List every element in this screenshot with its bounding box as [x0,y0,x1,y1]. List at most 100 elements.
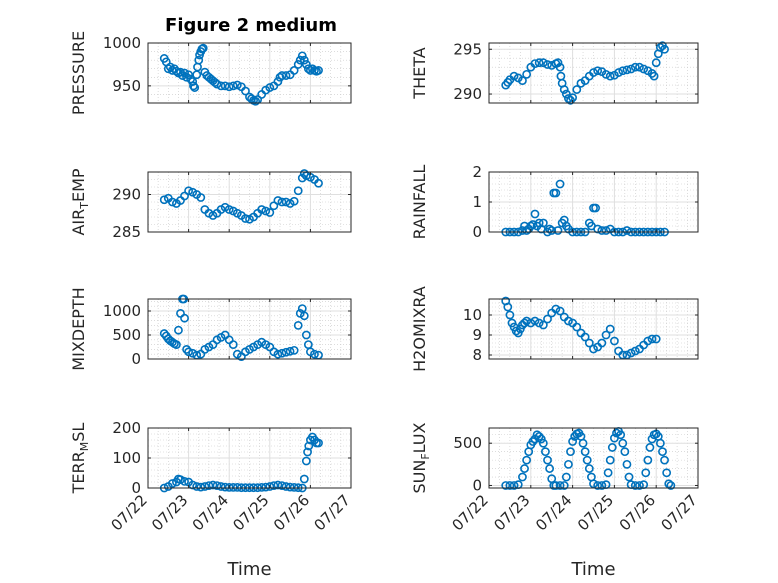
data-point [511,326,521,336]
data-point [224,482,234,492]
data-point [299,311,309,321]
data-point [582,455,592,465]
data-point [538,218,548,228]
data-point [655,438,665,448]
data-point [605,455,615,465]
series-pressure [159,43,323,106]
data-point [580,447,590,457]
minor-grid-h2omixra [488,298,699,360]
data-point [194,55,204,65]
data-point [538,58,548,68]
figure-title: Figure 2 medium [165,15,337,36]
data-point [543,60,552,69]
ylabel-theta: THETA [410,47,429,99]
ylabel-sun-flux: SUNFLUX [410,422,432,493]
data-point [314,66,323,75]
data-point [251,96,260,106]
data-point [591,203,600,213]
data-point [220,81,230,91]
data-point [530,316,540,326]
data-point [522,316,532,326]
data-point [551,481,561,490]
data-point [301,456,311,466]
ylabel-part: SL [69,423,88,442]
data-point [241,86,250,96]
y-tick-label: 100 [112,449,141,467]
ylabel-part: RAINFALL [410,165,429,240]
minor-grid-mixdepth [147,299,352,360]
y-tick-label: 500 [453,434,482,452]
data-point [572,322,582,332]
subplot-theta: 290 295 THETA [410,40,699,105]
data-point [664,479,674,489]
axes-box-mixdepth [147,298,352,360]
data-point [658,447,667,457]
data-point [184,186,193,196]
data-point [257,205,267,214]
y-tick-label: 285 [112,223,141,241]
y-tick-label: 295 [453,40,482,58]
data-point [277,71,287,80]
data-point [603,468,613,478]
series-terr-msl [159,432,323,493]
data-point [607,443,617,452]
data-point [261,206,271,216]
ylabel-part: H2OMIXRA [410,286,429,372]
data-point [553,58,563,68]
data-point [273,196,283,205]
data-point [522,455,532,465]
data-point [601,69,611,79]
ylabel-subscript: F [419,453,432,459]
data-point [299,169,309,178]
data-point [310,349,319,359]
series-air-temp [159,169,323,224]
ylabel-subscript: M [78,442,91,452]
data-point [204,481,214,490]
data-point [228,81,238,91]
data-point [555,306,565,316]
ylabel-subscript: T [78,202,91,210]
axes-box-h2omixra [488,298,699,360]
data-point [555,179,565,189]
data-point [622,65,632,75]
data-point [501,481,511,490]
data-point [216,482,226,491]
ylabel-part: SUN [410,460,429,494]
data-point [543,455,552,465]
y-tick-label: 2 [472,163,482,181]
data-point [651,334,661,344]
data-point [559,481,569,490]
data-point [257,482,267,492]
data-point [566,447,575,457]
y-tick-label: 1000 [103,302,141,320]
data-point [285,482,295,492]
data-point [589,479,598,489]
data-point [304,441,314,451]
data-point [551,188,561,198]
data-point [509,71,519,81]
data-point [551,304,561,314]
data-point [536,434,546,444]
y-tick-label: 0 [472,223,482,241]
y-tick-label: 290 [112,186,141,204]
data-point [198,43,208,53]
data-point [538,438,548,448]
y-tick-label: 1 [472,193,482,211]
data-point [593,224,603,234]
ylabel-mixdepth: MIXDEPTH [69,287,88,370]
data-point [196,193,206,202]
subplot-air-temp: 285 290 AIRTEMP [69,168,352,241]
data-point [224,82,234,92]
data-point [624,472,634,482]
data-point [597,481,607,490]
data-point [182,344,191,354]
data-point [167,479,177,488]
data-point [555,62,565,72]
data-point [293,60,303,69]
subplot-h2omixra: 8 9 10 H2OMIXRA [410,286,699,372]
data-point [289,345,299,355]
ylabel-part: PRESSURE [69,31,88,115]
ylabel-part: EMP [69,168,88,202]
